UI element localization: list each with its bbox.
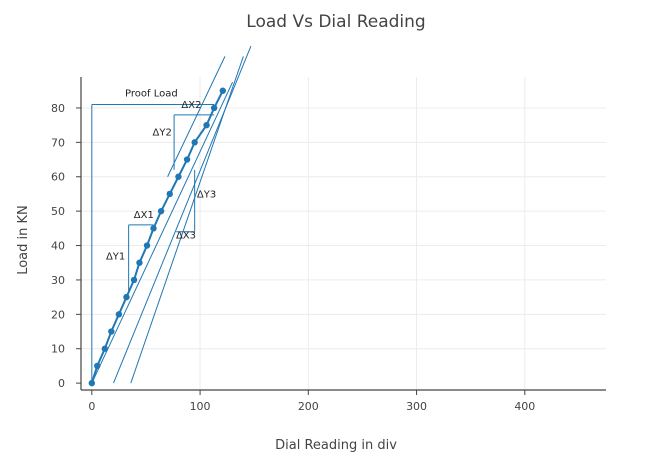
grid-layer xyxy=(81,77,606,390)
ticks-layer: 0 100 200 300 400 0 10 20 30 40 50 60 70 80 xyxy=(51,102,535,413)
data-point xyxy=(88,379,96,387)
y-tick-label: 20 xyxy=(51,308,65,321)
construction-lines xyxy=(91,45,252,384)
chart-title: Load Vs Dial Reading xyxy=(246,12,425,32)
data-point xyxy=(108,328,115,335)
x-tick-label: 200 xyxy=(298,400,319,413)
x-tick-label: 300 xyxy=(406,400,427,413)
annotation-label: ΔY3 xyxy=(197,189,216,200)
data-point xyxy=(210,104,218,112)
y-axis-title: Load in KN xyxy=(16,205,31,275)
data-point xyxy=(94,362,101,370)
construction-line xyxy=(91,81,233,384)
data-point xyxy=(115,311,123,318)
data-point xyxy=(183,156,191,163)
series-layer xyxy=(88,87,227,387)
data-point xyxy=(175,173,182,180)
annotation-label: ΔX1 xyxy=(134,210,154,221)
axes-layer xyxy=(80,77,606,391)
data-point xyxy=(123,293,130,301)
x-tick-label: 400 xyxy=(514,400,535,413)
construction-line xyxy=(130,56,244,384)
annotation-label: ΔX2 xyxy=(181,100,201,111)
x-tick-label: 100 xyxy=(190,400,211,413)
data-point xyxy=(136,259,143,266)
annotation-label: ΔX3 xyxy=(176,231,196,242)
data-point xyxy=(191,139,198,146)
data-point xyxy=(130,276,138,284)
y-tick-label: 30 xyxy=(51,274,65,287)
x-axis-title: Dial Reading in div xyxy=(275,438,397,453)
data-point xyxy=(157,207,165,215)
y-tick-label: 50 xyxy=(51,205,65,218)
data-point xyxy=(101,345,109,352)
annotation-label: ΔY2 xyxy=(153,127,172,138)
y-tick-label: 10 xyxy=(51,343,65,356)
x-tick-label: 0 xyxy=(88,400,95,413)
data-point xyxy=(203,121,210,129)
annotation-label: ΔY1 xyxy=(106,251,125,262)
annotation-label: Proof Load xyxy=(125,89,178,100)
y-tick-label: 70 xyxy=(51,136,65,149)
data-point xyxy=(150,225,157,232)
data-point xyxy=(143,242,151,249)
y-tick-label: 60 xyxy=(51,171,65,184)
data-point xyxy=(219,87,227,94)
construction-line xyxy=(167,56,226,177)
y-tick-label: 0 xyxy=(58,377,65,390)
y-tick-label: 40 xyxy=(51,240,65,253)
y-tick-label: 80 xyxy=(51,102,65,115)
data-point xyxy=(166,190,173,198)
